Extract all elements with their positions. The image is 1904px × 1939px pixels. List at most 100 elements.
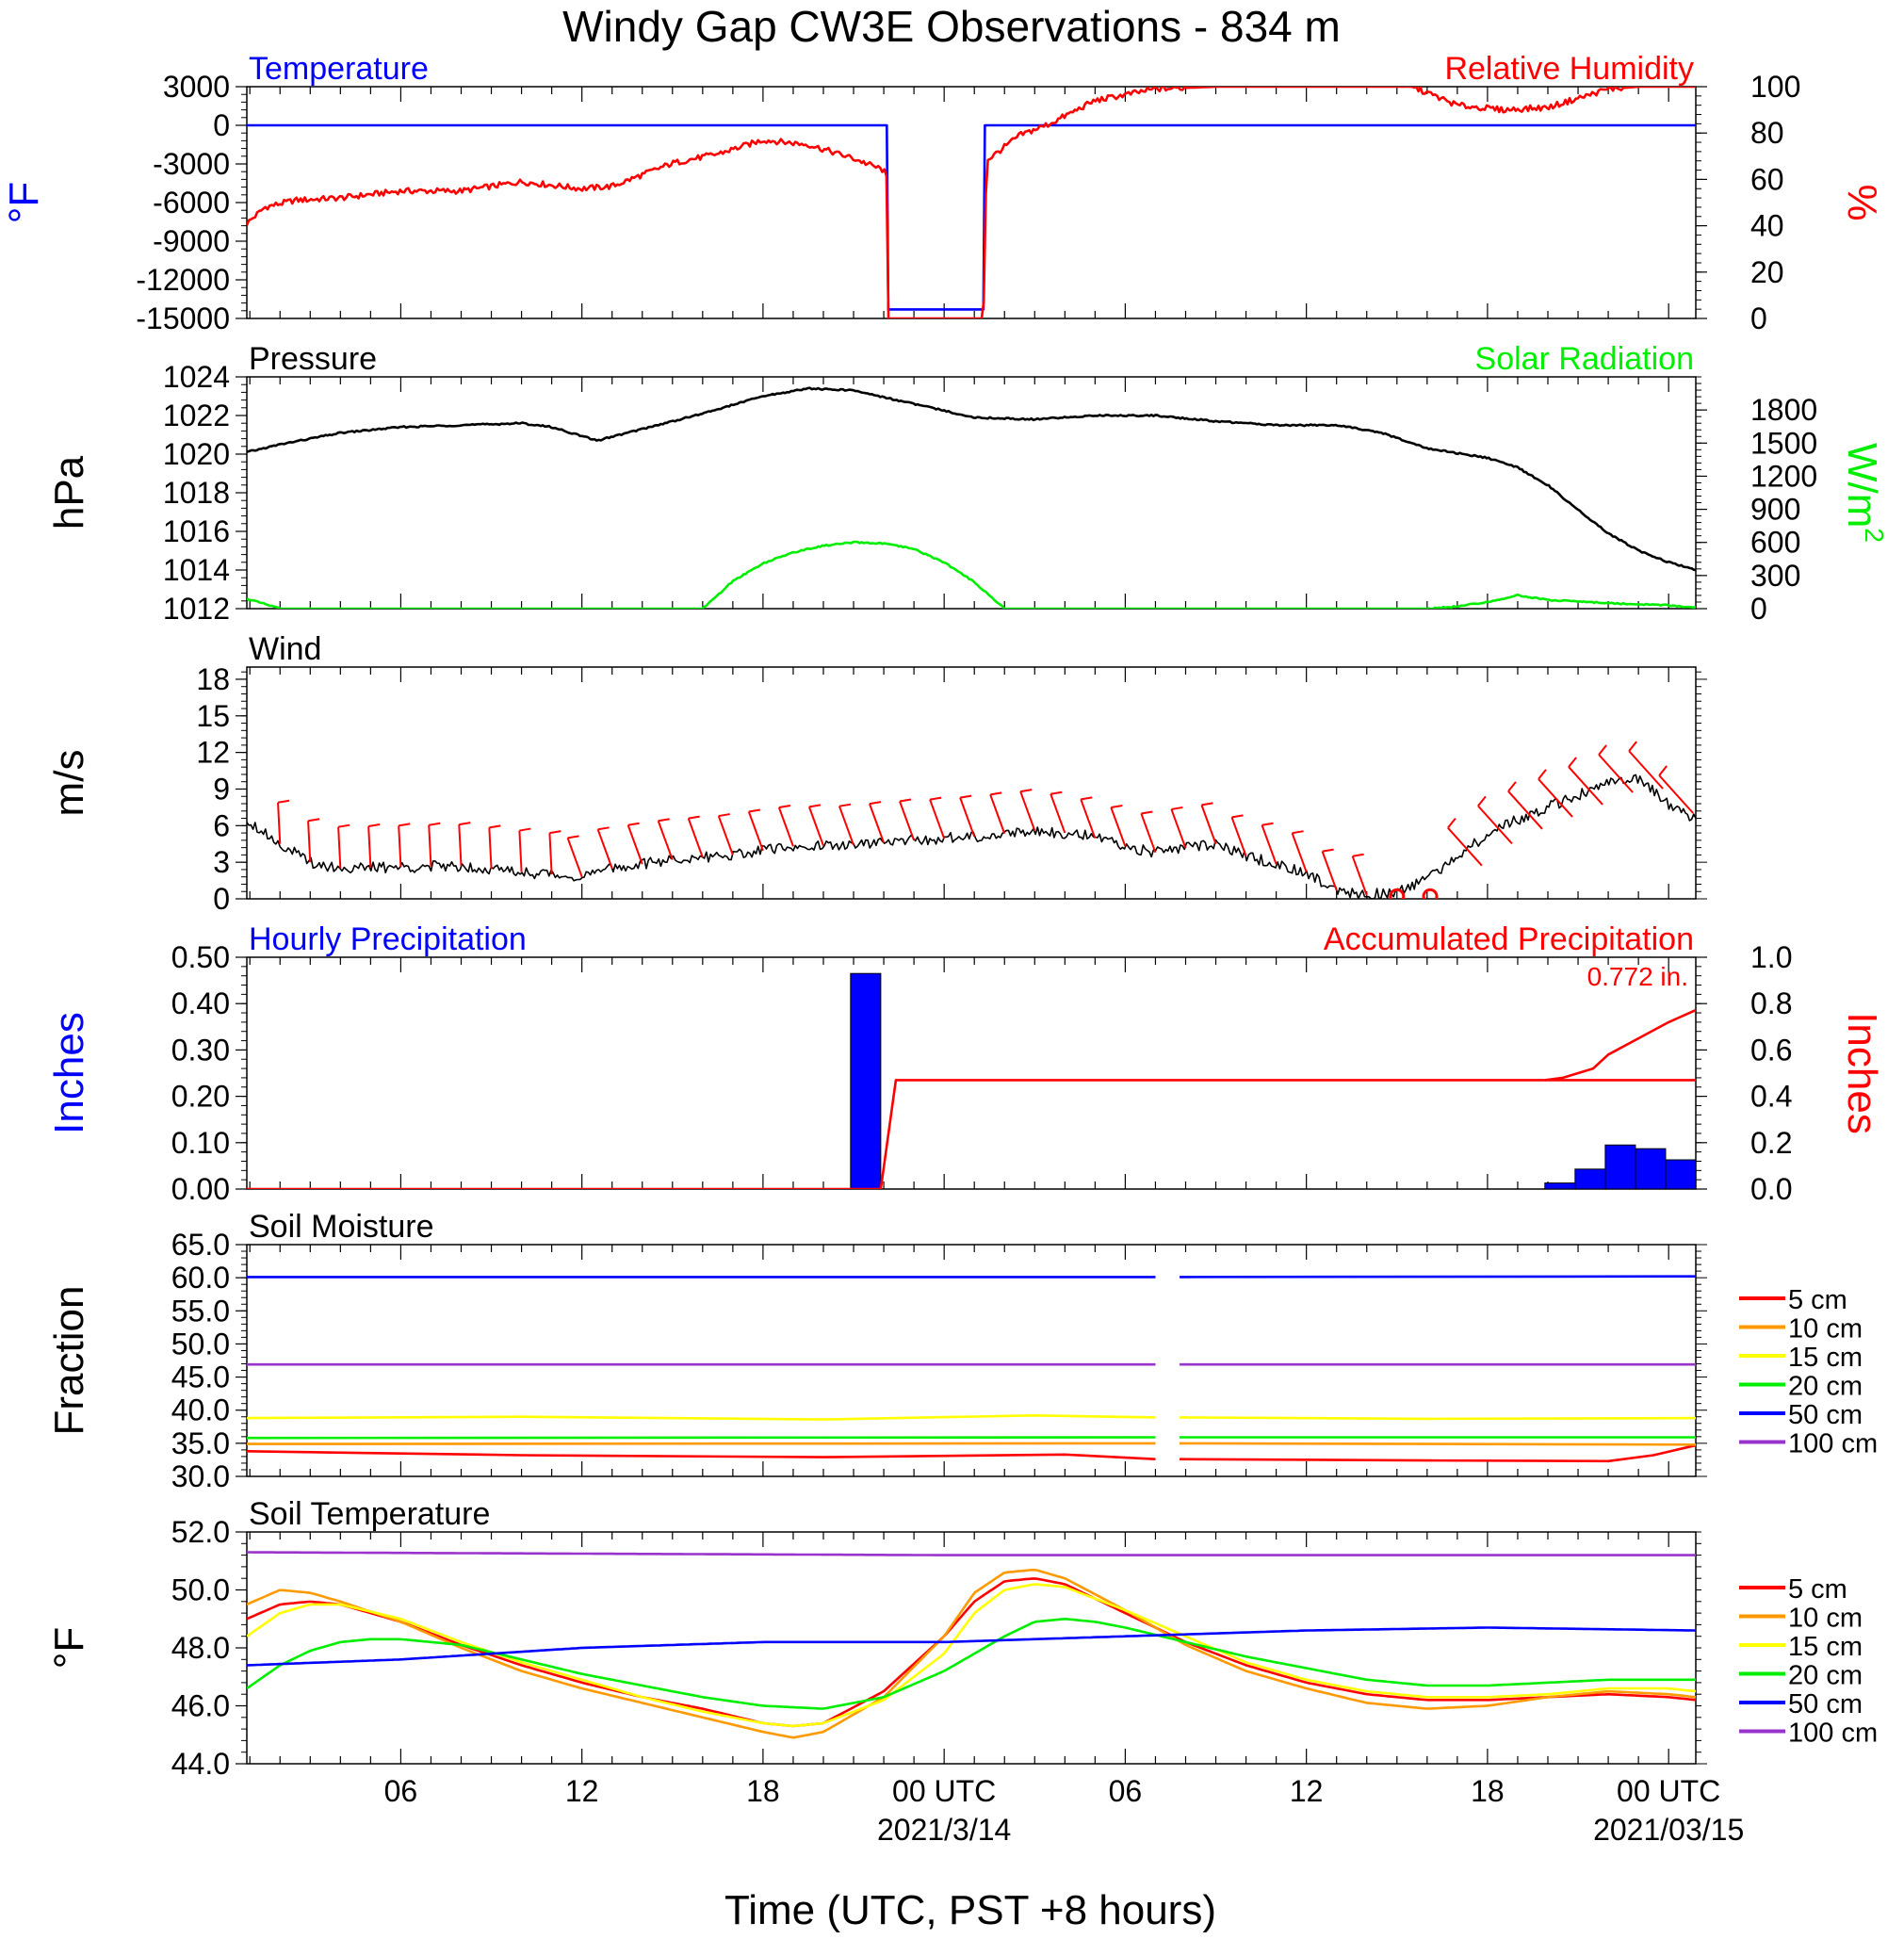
legend-label: 20 cm xyxy=(1788,1661,1863,1691)
wind-barb-staff xyxy=(1598,754,1634,793)
wind-barb-staff xyxy=(307,821,312,863)
y-axis-title: Fraction xyxy=(46,1286,92,1436)
wind-barb-flag xyxy=(429,822,441,826)
y-tick-label: 15 xyxy=(196,699,230,733)
wind-barb-flag xyxy=(1598,744,1607,756)
wind-barb-flag xyxy=(838,803,852,807)
wind-barb-flag xyxy=(1447,818,1456,829)
legend-label: 10 cm xyxy=(1788,1314,1863,1344)
wind-barb-flag xyxy=(627,822,640,826)
wind-barb-staff xyxy=(1291,832,1308,872)
legend-label: 5 cm xyxy=(1788,1285,1847,1315)
y-tick-label: 35.0 xyxy=(171,1426,230,1460)
wind-barb-staff xyxy=(518,830,523,872)
calm-wind-circle xyxy=(1422,888,1439,899)
wind-barb xyxy=(337,823,350,869)
wind-barb xyxy=(989,791,1006,835)
x-tick-label: 12 xyxy=(1290,1774,1324,1808)
legend-label: 50 cm xyxy=(1788,1400,1863,1430)
wind-barb-staff xyxy=(367,825,372,869)
y-tick-label: 1020 xyxy=(163,437,230,471)
series-line-red xyxy=(247,1079,1696,1189)
panel-right-title: Solar Radiation xyxy=(1475,341,1694,377)
panel-soil_temperature: 52.0 50.0 48.0 46.0 44.0 Soil Temperature °F 5 … xyxy=(46,1496,1878,1781)
precip-bar xyxy=(1574,1168,1606,1189)
y2-tick-label: 60 xyxy=(1750,162,1784,196)
y-tick-label: 0.30 xyxy=(171,1033,230,1067)
wind-barb-staff xyxy=(488,827,493,870)
wind-barb-staff xyxy=(1080,799,1097,839)
wind-barb xyxy=(367,823,381,869)
wind-barb-staff xyxy=(989,794,1006,835)
wind-barb-flag xyxy=(718,813,730,818)
y2-tick-label: 80 xyxy=(1750,116,1784,150)
legend-label: 50 cm xyxy=(1788,1689,1863,1719)
wind-barb xyxy=(566,835,583,878)
wind-barb-staff xyxy=(1351,855,1368,896)
y-tick-label: 52.0 xyxy=(171,1515,230,1549)
y-axis-title: m/s xyxy=(46,750,92,817)
wind-barb xyxy=(488,824,501,870)
y2-tick-label: 1.0 xyxy=(1750,940,1792,974)
y-tick-label: 3 xyxy=(213,845,230,879)
wind-barb xyxy=(687,815,704,858)
x-tick-label: 18 xyxy=(746,1774,780,1808)
wind-barb xyxy=(869,801,886,843)
wind-barb xyxy=(627,822,643,865)
wind-barb-staff xyxy=(1568,766,1603,806)
wind-barb-staff xyxy=(398,825,402,868)
x-tick-date: 2021/03/15 xyxy=(1593,1813,1744,1847)
series-line-green xyxy=(247,540,1696,609)
wind-barb-staff xyxy=(1261,824,1277,865)
y-tick-label: 45.0 xyxy=(171,1361,230,1394)
y-tick-label: 12 xyxy=(196,736,230,770)
y-tick-label: 1012 xyxy=(163,592,230,626)
y-axis-title: Inches xyxy=(46,1012,92,1134)
wind-barb xyxy=(518,827,531,872)
series-line-10-cm xyxy=(247,1442,1696,1446)
wind-barb xyxy=(1321,848,1338,891)
y2-tick-label: 0.6 xyxy=(1750,1033,1792,1067)
plot-frame xyxy=(246,86,1697,319)
wind-barb-staff xyxy=(747,811,764,852)
panel-left-title: Pressure xyxy=(249,341,377,377)
y2-tick-label: 40 xyxy=(1750,209,1784,243)
wind-barb xyxy=(838,803,854,846)
legend-label: 10 cm xyxy=(1788,1604,1863,1634)
wind-barb xyxy=(1170,806,1187,849)
wind-barb xyxy=(1628,741,1664,790)
y-tick-label: 48.0 xyxy=(171,1631,230,1665)
wind-barb xyxy=(596,826,613,869)
wind-barb-flag xyxy=(688,815,700,820)
y-tick-label: 1018 xyxy=(163,476,230,510)
y2-tick-label: 600 xyxy=(1750,526,1800,560)
wind-barb-staff xyxy=(777,807,794,847)
wind-barb xyxy=(1110,805,1127,847)
wind-barb-flag xyxy=(899,798,912,803)
wind-barb xyxy=(1447,818,1483,867)
wind-barb xyxy=(1507,781,1543,830)
series-line-red xyxy=(1544,1008,1696,1082)
wind-barb xyxy=(1230,814,1247,857)
x-axis-title: Time (UTC, PST +8 hours) xyxy=(724,1887,1216,1933)
wind-barb xyxy=(1291,830,1308,872)
panel-temp_rh: 3000 0 -3000 -6000 -9000 -12000 -15000 100 80 60 4… xyxy=(1,51,1885,335)
precip-bar xyxy=(1665,1159,1696,1189)
panel-left-title: Soil Moisture xyxy=(249,1209,434,1245)
wind-barb-flag xyxy=(658,818,670,823)
panel-left-title: Temperature xyxy=(249,51,429,87)
y-tick-label: 40.0 xyxy=(171,1393,230,1427)
wind-barb-flag xyxy=(307,818,320,823)
plot-area xyxy=(247,1551,1696,1739)
panel-right-title: Relative Humidity xyxy=(1444,51,1694,87)
wind-barb-staff xyxy=(566,838,583,878)
x-tick-label: 06 xyxy=(1109,1774,1143,1808)
wind-barb xyxy=(959,794,976,838)
precip-bar xyxy=(1544,1182,1576,1189)
series-line-20-cm xyxy=(247,1436,1696,1440)
wind-barb-staff xyxy=(1140,813,1157,854)
wind-barb xyxy=(1477,795,1513,845)
y2-tick-label: 1200 xyxy=(1750,459,1817,493)
wind-barb xyxy=(548,830,561,875)
wind-barb-flag xyxy=(459,822,471,826)
